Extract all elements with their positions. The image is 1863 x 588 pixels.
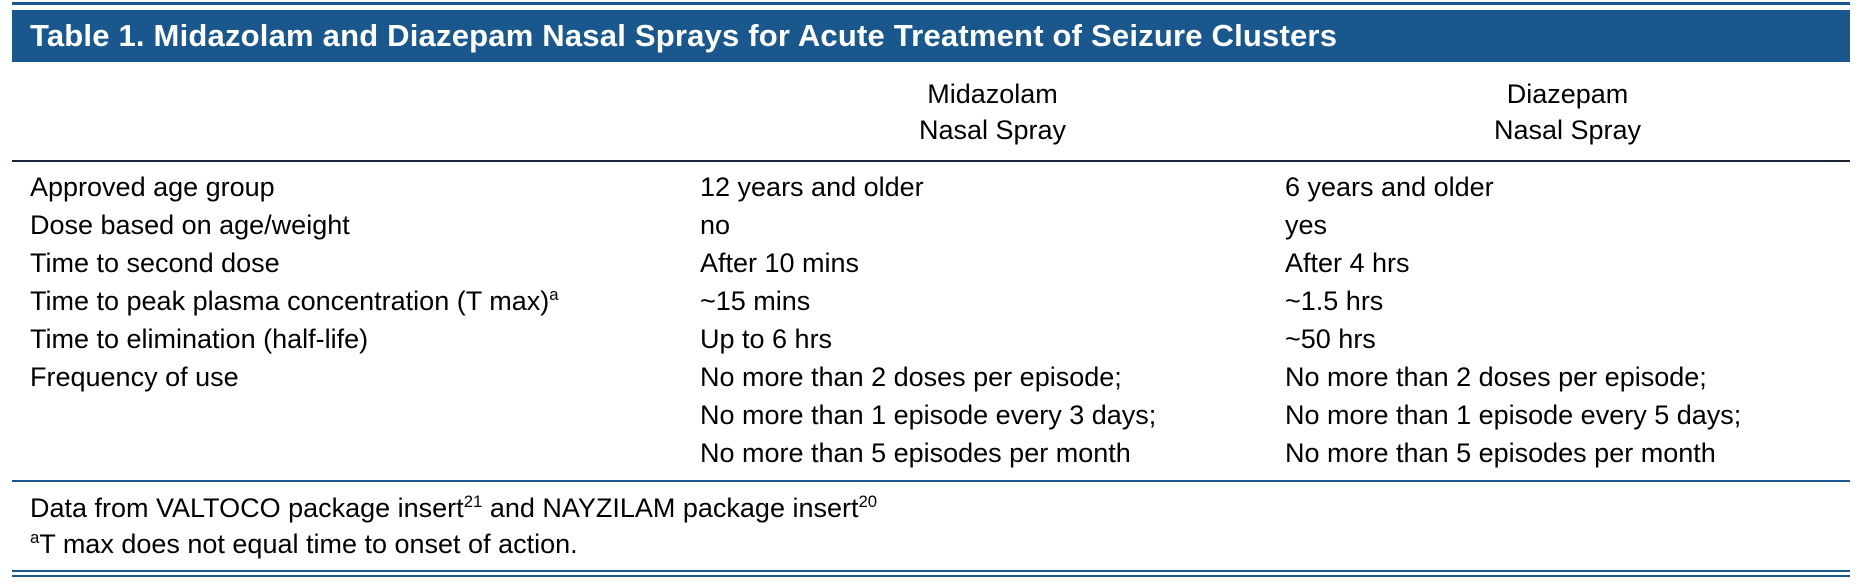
cell-midazolam: no bbox=[700, 206, 1285, 244]
cell-line: No more than 1 episode every 5 days; bbox=[1285, 400, 1742, 430]
cell-line: 6 years and older bbox=[1285, 172, 1494, 202]
row-label: Dose based on age/weight bbox=[12, 206, 700, 244]
cell-line: After 4 hrs bbox=[1285, 248, 1410, 278]
column-header-midazolam: Midazolam Nasal Spray bbox=[700, 76, 1285, 148]
row-label: Time to peak plasma concentration (T max… bbox=[12, 282, 700, 320]
cell-midazolam: After 10 mins bbox=[700, 244, 1285, 282]
cell-midazolam: ~15 mins bbox=[700, 282, 1285, 320]
cell-line: After 10 mins bbox=[700, 248, 860, 278]
cell-diazepam: ~50 hrs bbox=[1285, 320, 1850, 358]
cell-line: 12 years and older bbox=[700, 172, 924, 202]
cell-line: No more than 2 doses per episode; bbox=[700, 362, 1122, 392]
reference-20: 20 bbox=[858, 492, 878, 511]
cell-line: No more than 5 episodes per month bbox=[1285, 438, 1716, 468]
table-row-time-to-second-dose: Time to second dose After 10 mins After … bbox=[12, 244, 1850, 282]
bottom-double-rule bbox=[12, 570, 1850, 577]
column-header-diazepam-line2: Nasal Spray bbox=[1493, 115, 1642, 145]
bottom-rule-2 bbox=[12, 575, 1850, 577]
cell-diazepam: No more than 2 doses per episode; No mor… bbox=[1285, 358, 1850, 472]
row-label: Time to elimination (half-life) bbox=[12, 320, 700, 358]
footnote-source: Data from VALTOCO package insert21 and N… bbox=[30, 490, 1850, 526]
cell-line: yes bbox=[1285, 210, 1328, 240]
row-label-text: Approved age group bbox=[30, 172, 275, 202]
table-row-frequency-of-use: Frequency of use No more than 2 doses pe… bbox=[12, 358, 1850, 472]
table-row-time-to-peak-plasma-concentration: Time to peak plasma concentration (T max… bbox=[12, 282, 1850, 320]
column-header-midazolam-line2: Nasal Spray bbox=[918, 115, 1067, 145]
table-footnotes: Data from VALTOCO package insert21 and N… bbox=[12, 482, 1850, 568]
footnote-tmax-text: T max does not equal time to onset of ac… bbox=[39, 529, 578, 559]
cell-line: No more than 2 doses per episode; bbox=[1285, 362, 1707, 392]
row-label: Time to second dose bbox=[12, 244, 700, 282]
column-header-midazolam-line1: Midazolam bbox=[927, 79, 1058, 109]
cell-line: ~15 mins bbox=[700, 286, 811, 316]
cell-diazepam: yes bbox=[1285, 206, 1850, 244]
reference-21: 21 bbox=[463, 492, 483, 511]
bottom-rule-1 bbox=[12, 570, 1850, 572]
cell-line: ~1.5 hrs bbox=[1285, 286, 1384, 316]
row-label-text: Time to peak plasma concentration (T max… bbox=[30, 286, 550, 316]
table-row-approved-age-group: Approved age group 12 years and older 6 … bbox=[12, 168, 1850, 206]
column-header-diazepam: Diazepam Nasal Spray bbox=[1285, 76, 1850, 148]
column-header-diazepam-line1: Diazepam bbox=[1506, 79, 1629, 109]
top-rule bbox=[12, 2, 1850, 5]
row-label-text: Time to second dose bbox=[30, 248, 280, 278]
cell-line: No more than 1 episode every 3 days; bbox=[700, 400, 1157, 430]
footnote-source-text-2: and NAYZILAM package insert bbox=[482, 493, 859, 523]
cell-midazolam: 12 years and older bbox=[700, 168, 1285, 206]
cell-diazepam: After 4 hrs bbox=[1285, 244, 1850, 282]
footnote-source-text-1: Data from VALTOCO package insert bbox=[30, 493, 464, 523]
row-label-text: Dose based on age/weight bbox=[30, 210, 350, 240]
cell-midazolam: Up to 6 hrs bbox=[700, 320, 1285, 358]
footnote-marker-a: a bbox=[30, 528, 40, 547]
footnote-tmax: aT max does not equal time to onset of a… bbox=[30, 526, 1850, 562]
table-row-dose-based-on-age-weight: Dose based on age/weight no yes bbox=[12, 206, 1850, 244]
row-label-text: Frequency of use bbox=[30, 362, 239, 392]
cell-midazolam: No more than 2 doses per episode; No mor… bbox=[700, 358, 1285, 472]
cell-line: No more than 5 episodes per month bbox=[700, 438, 1131, 468]
cell-diazepam: ~1.5 hrs bbox=[1285, 282, 1850, 320]
cell-line: no bbox=[700, 210, 731, 240]
row-label: Frequency of use bbox=[12, 358, 700, 472]
cell-diazepam: 6 years and older bbox=[1285, 168, 1850, 206]
table-body: Approved age group 12 years and older 6 … bbox=[12, 162, 1850, 480]
row-label-text: Time to elimination (half-life) bbox=[30, 324, 369, 354]
column-header-row: Midazolam Nasal Spray Diazepam Nasal Spr… bbox=[12, 62, 1850, 160]
cell-line: ~50 hrs bbox=[1285, 324, 1376, 354]
row-label: Approved age group bbox=[12, 168, 700, 206]
column-header-spacer bbox=[12, 76, 700, 148]
table-title-bar: Table 1. Midazolam and Diazepam Nasal Sp… bbox=[12, 10, 1850, 62]
header-rule bbox=[12, 160, 1850, 162]
table-row-time-to-elimination: Time to elimination (half-life) Up to 6 … bbox=[12, 320, 1850, 358]
footnote-marker-a: a bbox=[549, 285, 559, 304]
cell-line: Up to 6 hrs bbox=[700, 324, 833, 354]
table-title: Table 1. Midazolam and Diazepam Nasal Sp… bbox=[30, 18, 1338, 53]
body-bottom-rule bbox=[12, 480, 1850, 482]
